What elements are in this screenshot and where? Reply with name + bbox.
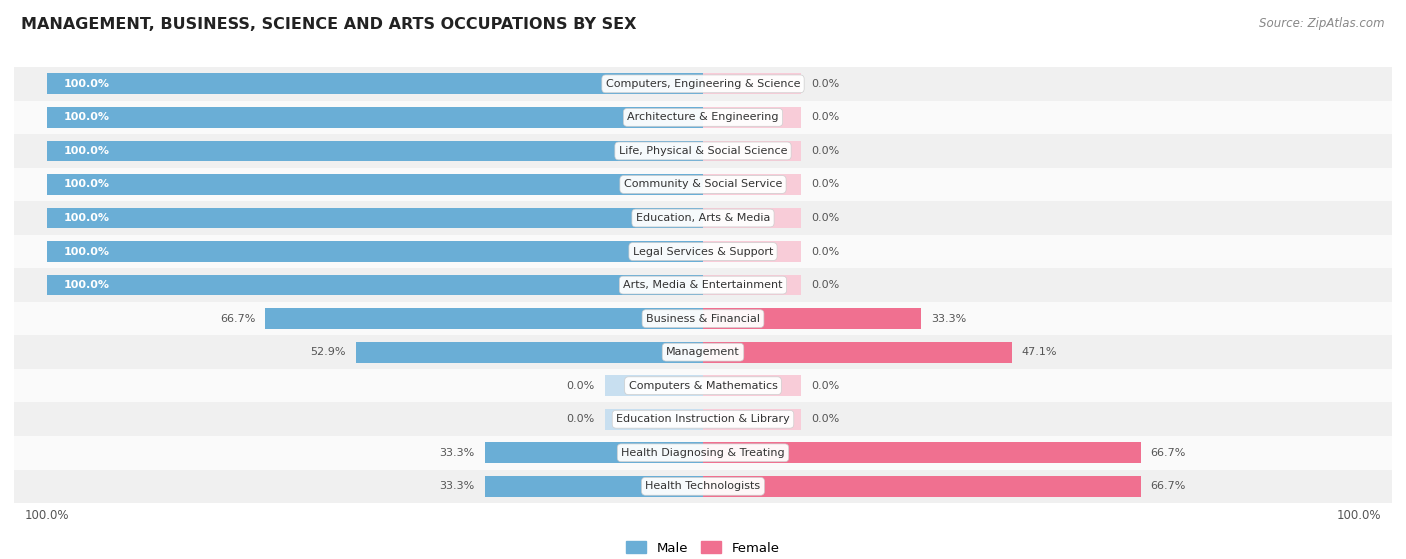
Bar: [14, 134, 1392, 168]
Bar: [46, 274, 703, 296]
Text: Education Instruction & Library: Education Instruction & Library: [616, 414, 790, 424]
Bar: [703, 308, 921, 329]
Text: 0.0%: 0.0%: [811, 179, 839, 190]
Text: 0.0%: 0.0%: [811, 213, 839, 223]
Bar: [703, 308, 801, 329]
Bar: [703, 174, 801, 195]
Text: 66.7%: 66.7%: [1150, 481, 1185, 491]
Text: 100.0%: 100.0%: [63, 112, 110, 122]
Text: 0.0%: 0.0%: [811, 381, 839, 391]
Text: 0.0%: 0.0%: [811, 79, 839, 89]
Bar: [605, 375, 703, 396]
Bar: [14, 470, 1392, 503]
Bar: [605, 174, 703, 195]
Text: 33.3%: 33.3%: [440, 448, 475, 458]
Text: Computers, Engineering & Science: Computers, Engineering & Science: [606, 79, 800, 89]
Text: 66.7%: 66.7%: [1150, 448, 1185, 458]
Bar: [703, 241, 801, 262]
Text: 100.0%: 100.0%: [63, 213, 110, 223]
Text: Arts, Media & Entertainment: Arts, Media & Entertainment: [623, 280, 783, 290]
Text: 100.0%: 100.0%: [63, 280, 110, 290]
Bar: [703, 442, 1140, 463]
Text: Business & Financial: Business & Financial: [645, 314, 761, 324]
Bar: [14, 335, 1392, 369]
Text: 33.3%: 33.3%: [931, 314, 966, 324]
Text: 0.0%: 0.0%: [567, 381, 595, 391]
Text: 100.0%: 100.0%: [63, 179, 110, 190]
Text: 47.1%: 47.1%: [1022, 347, 1057, 357]
Bar: [703, 476, 1140, 497]
Text: 0.0%: 0.0%: [811, 247, 839, 257]
Bar: [605, 442, 703, 463]
Bar: [605, 308, 703, 329]
Bar: [14, 67, 1392, 101]
Bar: [605, 342, 703, 363]
Bar: [14, 101, 1392, 134]
Text: Legal Services & Support: Legal Services & Support: [633, 247, 773, 257]
Text: Architecture & Engineering: Architecture & Engineering: [627, 112, 779, 122]
Bar: [14, 201, 1392, 235]
Bar: [485, 442, 703, 463]
Bar: [14, 268, 1392, 302]
Text: 66.7%: 66.7%: [221, 314, 256, 324]
Text: Life, Physical & Social Science: Life, Physical & Social Science: [619, 146, 787, 156]
Text: Management: Management: [666, 347, 740, 357]
Bar: [703, 73, 801, 94]
Bar: [46, 174, 703, 195]
Bar: [605, 73, 703, 94]
Text: 33.3%: 33.3%: [440, 481, 475, 491]
Bar: [605, 207, 703, 229]
Bar: [703, 342, 801, 363]
Bar: [46, 140, 703, 162]
Bar: [14, 302, 1392, 335]
Bar: [703, 342, 1012, 363]
Bar: [14, 369, 1392, 402]
Legend: Male, Female: Male, Female: [621, 536, 785, 559]
Text: Health Diagnosing & Treating: Health Diagnosing & Treating: [621, 448, 785, 458]
Text: 0.0%: 0.0%: [567, 414, 595, 424]
Text: Source: ZipAtlas.com: Source: ZipAtlas.com: [1260, 17, 1385, 30]
Bar: [14, 436, 1392, 470]
Text: Education, Arts & Media: Education, Arts & Media: [636, 213, 770, 223]
Text: 0.0%: 0.0%: [811, 146, 839, 156]
Bar: [14, 402, 1392, 436]
Text: 100.0%: 100.0%: [63, 247, 110, 257]
Text: 100.0%: 100.0%: [63, 146, 110, 156]
Bar: [46, 207, 703, 229]
Bar: [46, 73, 703, 94]
Bar: [266, 308, 703, 329]
Text: MANAGEMENT, BUSINESS, SCIENCE AND ARTS OCCUPATIONS BY SEX: MANAGEMENT, BUSINESS, SCIENCE AND ARTS O…: [21, 17, 637, 32]
Bar: [703, 274, 801, 296]
Bar: [703, 107, 801, 128]
Bar: [14, 168, 1392, 201]
Bar: [356, 342, 703, 363]
Bar: [703, 207, 801, 229]
Bar: [703, 442, 801, 463]
Text: Community & Social Service: Community & Social Service: [624, 179, 782, 190]
Bar: [605, 476, 703, 497]
Bar: [605, 409, 703, 430]
Bar: [485, 476, 703, 497]
Bar: [605, 274, 703, 296]
Text: 0.0%: 0.0%: [811, 280, 839, 290]
Bar: [605, 241, 703, 262]
Bar: [605, 140, 703, 162]
Bar: [46, 241, 703, 262]
Bar: [703, 476, 801, 497]
Text: Computers & Mathematics: Computers & Mathematics: [628, 381, 778, 391]
Text: 100.0%: 100.0%: [63, 79, 110, 89]
Text: 0.0%: 0.0%: [811, 112, 839, 122]
Text: 0.0%: 0.0%: [811, 414, 839, 424]
Bar: [14, 235, 1392, 268]
Bar: [46, 107, 703, 128]
Bar: [703, 409, 801, 430]
Text: 52.9%: 52.9%: [311, 347, 346, 357]
Text: Health Technologists: Health Technologists: [645, 481, 761, 491]
Bar: [605, 107, 703, 128]
Bar: [703, 140, 801, 162]
Bar: [703, 375, 801, 396]
